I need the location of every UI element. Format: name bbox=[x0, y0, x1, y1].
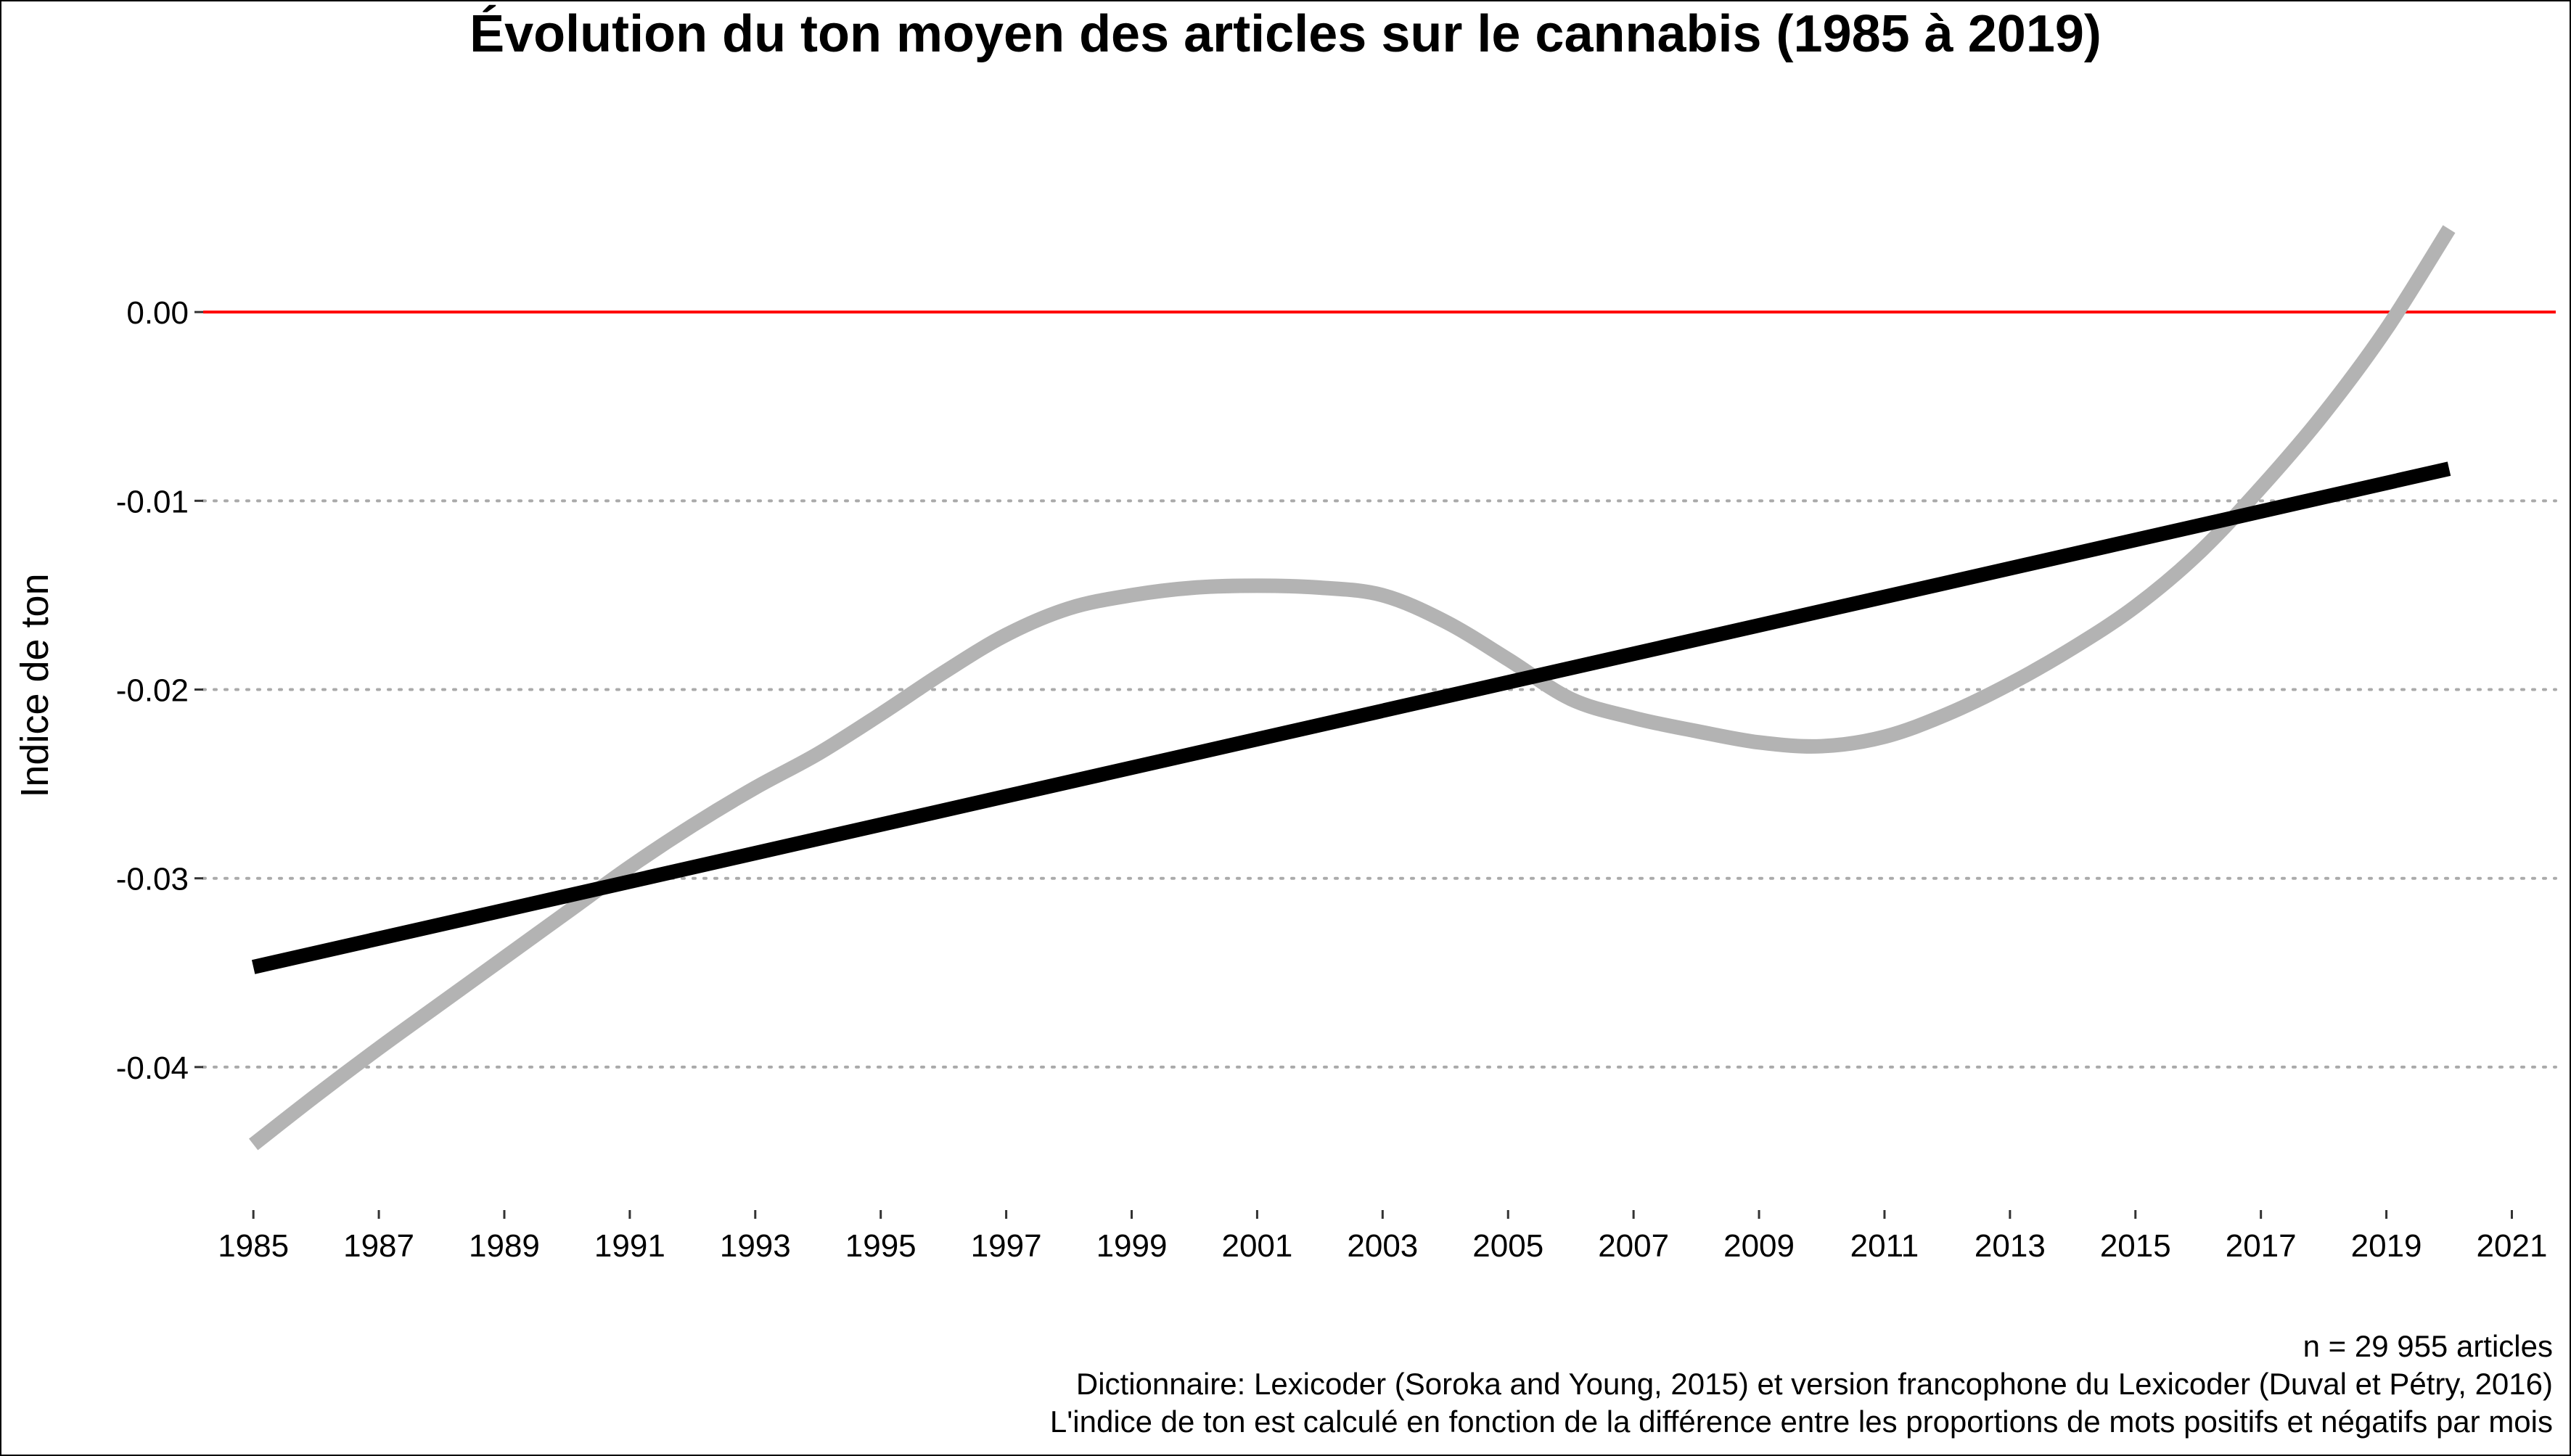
caption-count: n = 29 955 articles bbox=[2303, 1329, 2553, 1363]
x-axis: 1985 1987 1989 1991 1993 1995 1997 1999 2001 2003… bbox=[218, 1210, 2547, 1264]
caption-dictionary: Dictionnaire: Lexicoder (Soroka and Youn… bbox=[1075, 1367, 2553, 1401]
x-tick-label: 2003 bbox=[1347, 1228, 1418, 1264]
y-tick-label: -0.04 bbox=[116, 1050, 189, 1086]
x-tick-label: 1985 bbox=[218, 1228, 289, 1264]
y-axis-label: Indice de ton bbox=[13, 573, 57, 798]
x-tick-label: 1991 bbox=[594, 1228, 665, 1264]
gridlines bbox=[202, 499, 2557, 1069]
y-axis: 0.00 -0.01 -0.02 -0.03 -0.04 bbox=[116, 295, 203, 1086]
x-tick-label: 2013 bbox=[1975, 1228, 2046, 1264]
y-tick-label: -0.03 bbox=[116, 862, 189, 897]
x-tick-label: 1995 bbox=[845, 1228, 917, 1264]
caption-method: L'indice de ton est calculé en fonction … bbox=[1049, 1404, 2553, 1439]
x-tick-label: 2009 bbox=[1723, 1228, 1795, 1264]
smoothed-trend-line bbox=[248, 225, 2456, 1151]
x-tick-label: 2021 bbox=[2477, 1228, 2548, 1264]
y-tick-label: -0.02 bbox=[116, 673, 189, 709]
x-tick-label: 2019 bbox=[2351, 1228, 2422, 1264]
y-tick-label: -0.01 bbox=[116, 484, 189, 519]
x-tick-label: 2001 bbox=[1221, 1228, 1292, 1264]
chart-title: Évolution du ton moyen des articles sur … bbox=[469, 5, 2102, 63]
x-tick-label: 2015 bbox=[2100, 1228, 2171, 1264]
linear-trend-line bbox=[251, 461, 2451, 974]
x-tick-label: 2005 bbox=[1472, 1228, 1543, 1264]
x-tick-label: 1993 bbox=[720, 1228, 791, 1264]
x-tick-label: 1989 bbox=[469, 1228, 540, 1264]
x-tick-label: 2011 bbox=[1850, 1228, 1919, 1264]
x-tick-label: 1999 bbox=[1096, 1228, 1168, 1264]
x-tick-label: 1997 bbox=[971, 1228, 1042, 1264]
y-tick-label: 0.00 bbox=[126, 295, 189, 331]
x-tick-label: 2007 bbox=[1598, 1228, 1669, 1264]
x-tick-label: 2017 bbox=[2226, 1228, 2297, 1264]
x-tick-label: 1987 bbox=[343, 1228, 414, 1264]
series-layer bbox=[248, 225, 2456, 1151]
